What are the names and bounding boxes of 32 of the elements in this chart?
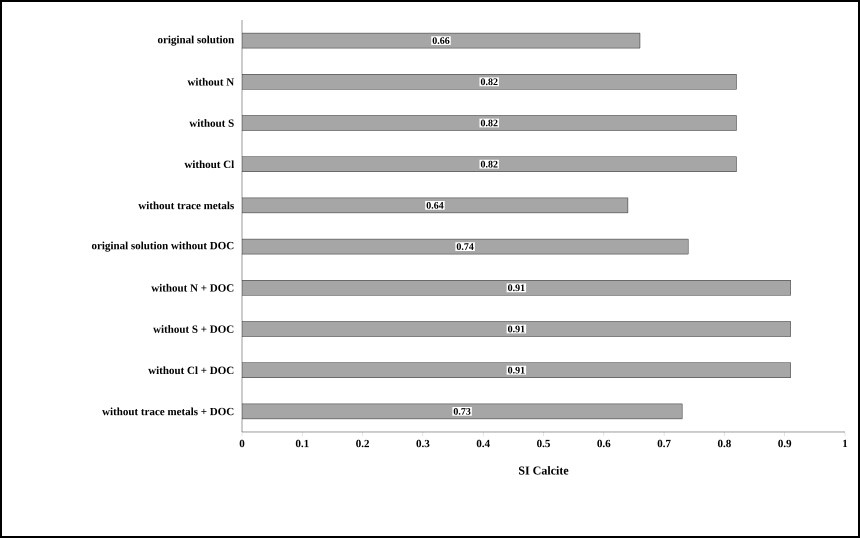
data-label: 0.82: [480, 78, 498, 86]
x-tick-label: 1: [843, 440, 848, 448]
x-tick-label: 0: [240, 440, 244, 448]
y-tick-label: original solution without DOC: [92, 242, 234, 252]
y-tick-label: without S: [189, 119, 234, 127]
data-label: 0.91: [508, 326, 525, 332]
y-tick-label: without Cl: [184, 160, 234, 168]
x-tick-label: 0.9: [778, 440, 792, 448]
y-tick-label: without trace metals: [138, 202, 234, 210]
x-tick-label: 0.1: [296, 440, 309, 448]
data-label: 0.82: [480, 120, 498, 126]
x-tick-label: 0.6: [597, 440, 610, 448]
data-label: 0.91: [508, 366, 525, 374]
x-tick-label: 0.7: [658, 440, 671, 448]
data-label: 0.91: [508, 284, 525, 292]
y-tick-label: without S + DOC: [153, 325, 234, 333]
y-tick-label: without trace metals + DOC: [102, 408, 234, 416]
x-tick-label: 0.2: [356, 440, 369, 448]
x-axis-title: SI Calcite: [518, 466, 568, 475]
data-label: 0.73: [454, 408, 471, 415]
data-label: 0.66: [432, 37, 450, 44]
x-tick-label: 0.4: [476, 440, 490, 448]
data-label: 0.64: [426, 202, 444, 209]
y-tick-label: without N + DOC: [151, 284, 234, 292]
x-tick-label: 0.5: [537, 440, 550, 448]
x-tick-label: 0.8: [718, 440, 731, 448]
y-tick-label: original solution: [158, 36, 234, 46]
data-label: 0.82: [480, 160, 498, 168]
y-tick-label: without Cl + DOC: [148, 366, 234, 374]
y-tick-label: without N: [187, 78, 234, 86]
data-label: 0.74: [456, 243, 474, 250]
x-tick-label: 0.3: [416, 440, 430, 448]
